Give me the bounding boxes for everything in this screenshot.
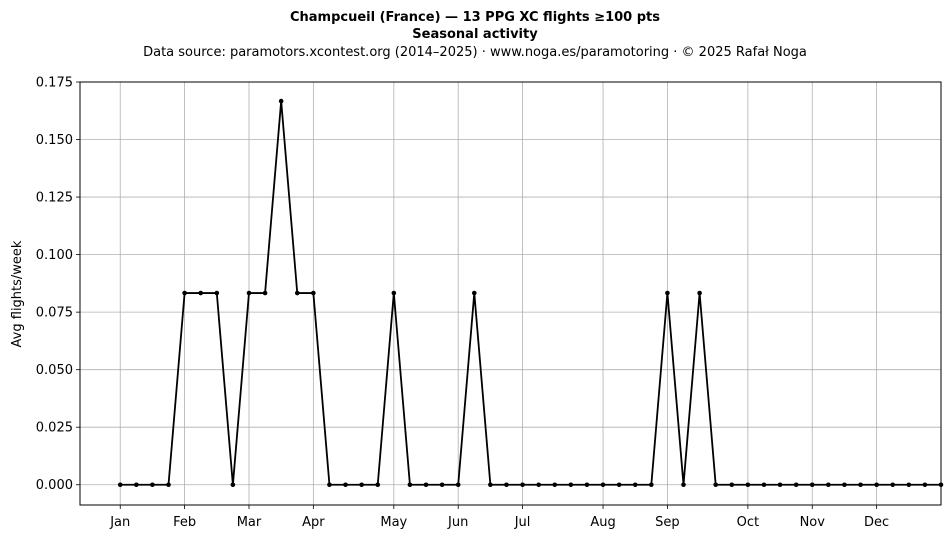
data-point — [407, 482, 413, 488]
x-tick-label: Mar — [237, 515, 262, 530]
data-point — [182, 290, 187, 296]
x-tick-label: May — [380, 515, 407, 530]
data-point — [922, 482, 928, 488]
data-point — [600, 482, 606, 488]
data-point — [520, 482, 525, 488]
data-point — [906, 482, 912, 488]
data-point — [117, 482, 123, 488]
data-point — [697, 290, 702, 296]
data-point — [246, 290, 252, 296]
series-line — [120, 100, 941, 486]
y-tick-label: 0.175 — [36, 76, 73, 91]
data-point — [584, 482, 590, 488]
data-point — [793, 482, 799, 488]
data-point — [294, 290, 300, 296]
data-point — [858, 482, 863, 488]
plot-area — [79, 81, 942, 506]
y-tick-label: 0.000 — [36, 478, 73, 493]
x-axis: Jan Feb Mar Apr May Jun Jul Aug Sep Oct Nov Dec — [109, 505, 889, 530]
data-point — [455, 482, 461, 488]
data-point — [343, 482, 348, 488]
data-point — [150, 482, 155, 488]
data-point — [777, 482, 783, 488]
data-point — [890, 482, 896, 488]
y-tick-label: 0.025 — [36, 421, 73, 436]
data-point — [166, 482, 171, 488]
data-point — [568, 482, 574, 488]
data-point — [616, 482, 622, 488]
data-point — [488, 482, 493, 488]
data-point — [214, 290, 220, 296]
data-point — [874, 482, 879, 488]
data-point — [826, 482, 831, 488]
chart-source-line: Data source: paramotors.xcontest.org (20… — [143, 45, 807, 60]
data-point — [327, 482, 332, 488]
chart-title: Champcueil (France) — 13 PPG XC flights … — [290, 10, 660, 25]
y-tick-label: 0.100 — [36, 248, 73, 263]
series-group — [117, 98, 944, 488]
data-point — [552, 482, 558, 488]
x-tick-label: Jan — [109, 515, 130, 530]
x-tick-label: Sep — [655, 515, 680, 530]
data-point — [262, 290, 268, 296]
x-tick-label: Nov — [800, 515, 826, 530]
y-tick-label: 0.050 — [36, 363, 73, 378]
x-tick-label: Feb — [173, 515, 196, 530]
data-point — [278, 98, 284, 104]
data-point — [729, 482, 735, 488]
y-axis-label: Avg flights/week — [10, 240, 25, 347]
data-point — [375, 482, 381, 488]
x-tick-label: Oct — [737, 515, 759, 530]
x-tick-label: Jul — [514, 515, 531, 530]
data-point — [745, 482, 751, 488]
data-point — [471, 290, 477, 296]
data-point — [423, 482, 429, 488]
data-point — [391, 290, 397, 296]
data-point — [649, 482, 654, 488]
y-tick-label: 0.150 — [36, 133, 73, 148]
data-point — [311, 290, 316, 296]
chart-subtitle: Seasonal activity — [412, 27, 538, 42]
data-point — [632, 482, 638, 488]
y-axis: 0.000 0.025 0.050 0.075 0.100 0.125 0.150 0.175 — [36, 76, 80, 493]
y-tick-label: 0.075 — [36, 306, 73, 321]
data-point — [665, 290, 670, 296]
data-point — [359, 482, 364, 488]
data-point — [842, 482, 847, 488]
data-point — [536, 482, 541, 488]
data-point — [504, 482, 509, 488]
x-tick-label: Apr — [302, 515, 325, 530]
data-point — [761, 482, 767, 488]
x-tick-label: Dec — [864, 515, 889, 530]
data-point — [681, 482, 686, 488]
y-tick-label: 0.125 — [36, 191, 73, 206]
data-point — [439, 482, 445, 488]
data-point — [198, 290, 204, 296]
data-point — [809, 482, 815, 488]
x-tick-label: Jun — [447, 515, 468, 530]
data-point — [230, 482, 236, 488]
data-point — [938, 482, 944, 488]
x-tick-label: Aug — [590, 515, 615, 530]
data-point — [134, 482, 139, 488]
data-point — [713, 482, 718, 488]
